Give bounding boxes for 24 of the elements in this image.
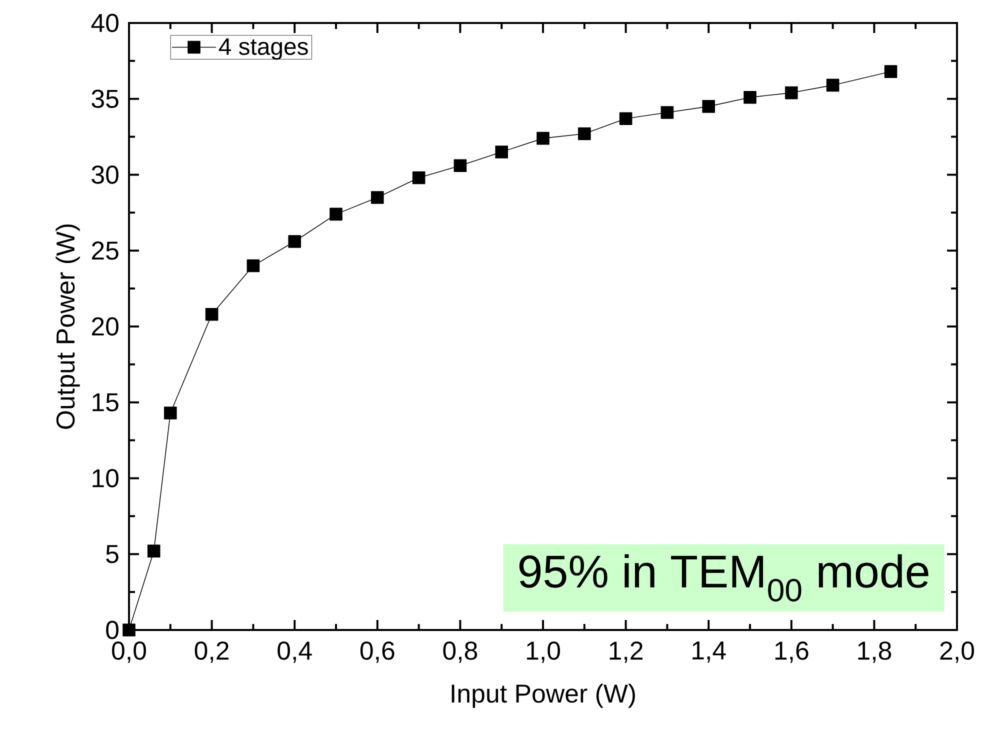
x-tick-label: 0,2 — [194, 642, 229, 663]
x-tick-label: 0,4 — [278, 642, 312, 663]
y-tick-label: 25 — [92, 241, 118, 260]
x-tick-label: 1,6 — [775, 642, 808, 663]
x-tick-label: 1,4 — [692, 642, 726, 663]
y-tick-label: 20 — [92, 317, 118, 336]
y-tick-label: 35 — [92, 90, 118, 108]
y-tick-label: 5 — [106, 545, 118, 564]
x-tick-label: 1,8 — [858, 642, 892, 663]
y-axis-title: Output Power (W) — [56, 224, 80, 429]
x-tick-label: 0,8 — [443, 642, 478, 663]
x-tick-label: 2,0 — [940, 642, 974, 663]
x-tick-label: 0,0 — [112, 642, 146, 663]
annotation: 95% in TEM$_{00}$ mode — [519, 554, 928, 602]
x-tick-label: 1,2 — [610, 642, 643, 663]
y-tick-label: 0 — [106, 620, 118, 640]
y-tick-label: 10 — [92, 469, 118, 488]
y-tick-label: 40 — [91, 14, 118, 32]
legend-label: 4 stages — [218, 38, 308, 60]
x-tick-label: 0,6 — [360, 642, 394, 663]
y-tick-label: 15 — [92, 393, 118, 412]
y-tick-label: 30 — [92, 166, 118, 184]
x-axis-title: Input Power (W) — [452, 684, 635, 708]
x-tick-label: 1,0 — [526, 642, 560, 663]
